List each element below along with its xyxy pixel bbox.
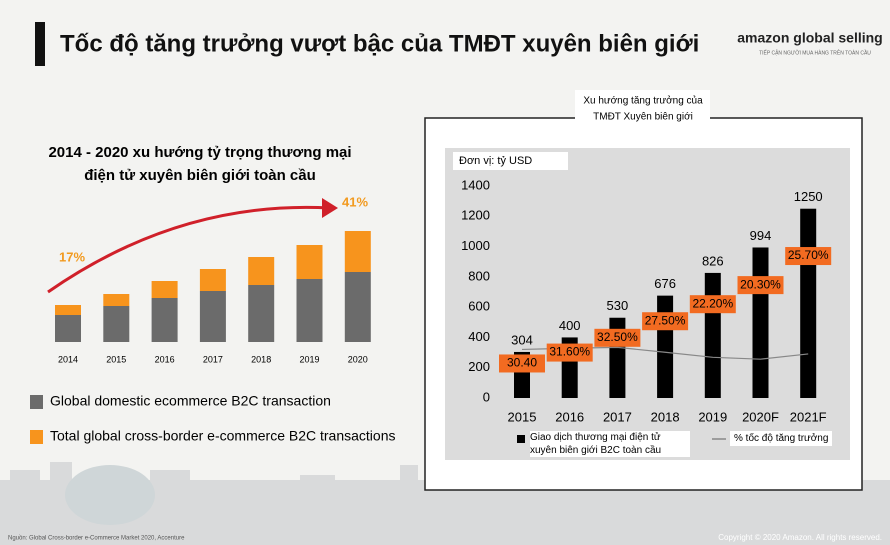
- x-tick-label: 2018: [251, 354, 271, 364]
- x-tick-label: 2021F: [790, 409, 827, 424]
- y-tick-label: 1200: [461, 208, 490, 223]
- bar-segment: [345, 231, 371, 272]
- canvas: Tốc độ tăng trưởng vượt bậc của TMĐT xuy…: [0, 0, 890, 545]
- slide: Tốc độ tăng trưởng vượt bậc của TMĐT xuy…: [0, 0, 890, 545]
- value-label: 30.40: [507, 356, 537, 370]
- source: Nguồn: Global Cross-border e-Commerce Ma…: [8, 536, 185, 542]
- legend-label: % tốc độ tăng trưởng: [730, 431, 832, 446]
- x-tick-label: 2018: [651, 409, 680, 424]
- value-label: 530: [607, 298, 629, 313]
- value-label: 994: [750, 228, 772, 243]
- trend-arrow: [48, 207, 330, 292]
- value-label: 304: [511, 332, 533, 347]
- legend-label: Total global cross-border e-commerce B2C…: [50, 428, 395, 444]
- y-tick-label: 1000: [461, 238, 490, 253]
- bar-segment: [152, 298, 178, 342]
- x-tick-label: 2015: [106, 354, 126, 364]
- x-tick-label: 2019: [698, 409, 727, 424]
- bar-segment: [152, 281, 178, 298]
- value-label: 25.70%: [788, 248, 829, 262]
- bar: [657, 296, 673, 398]
- slide-title: Tốc độ tăng trưởng vượt bậc của TMĐT xuy…: [60, 30, 699, 57]
- logo: amazon global selling: [737, 30, 882, 46]
- bar-segment: [345, 272, 371, 342]
- value-label: 1250: [794, 189, 823, 204]
- bar-segment: [103, 306, 129, 342]
- y-tick-label: 600: [468, 299, 490, 314]
- arrow-head: [322, 198, 338, 218]
- chart-title: điện tử xuyên biên giới toàn cầu: [84, 167, 316, 184]
- bar-segment: [297, 279, 323, 342]
- y-tick-label: 800: [468, 268, 490, 283]
- bar: [800, 209, 816, 398]
- y-tick-label: 200: [468, 359, 490, 374]
- bar: [753, 247, 769, 398]
- legend-swatch: [30, 395, 43, 409]
- chart-title: Xu hướng tăng trưởng của: [583, 95, 703, 107]
- legend-label: Giao dịch thương mại điện tử xuyên biên …: [530, 431, 690, 457]
- x-tick-label: 2019: [299, 354, 319, 364]
- bar-segment: [200, 291, 226, 342]
- bar-segment: [248, 257, 274, 285]
- value-label: 826: [702, 253, 724, 268]
- bar-segment: [200, 269, 226, 291]
- x-tick-label: 2017: [203, 354, 223, 364]
- bar-segment: [297, 245, 323, 279]
- value-label: 676: [654, 276, 676, 291]
- x-tick-label: 2016: [555, 409, 584, 424]
- annotation: 41%: [342, 194, 368, 209]
- x-tick-label: 2015: [508, 409, 537, 424]
- y-tick-label: 0: [483, 389, 490, 404]
- x-tick-label: 2020F: [742, 409, 779, 424]
- unit-label: Đơn vị: tỷ USD: [459, 155, 532, 167]
- y-tick-label: 400: [468, 329, 490, 344]
- legend-label: Global domestic ecommerce B2C transactio…: [50, 393, 331, 409]
- chart-title: TMĐT Xuyên biên giới: [593, 112, 693, 123]
- bar-segment: [55, 315, 81, 342]
- value-label: 22.20%: [692, 296, 733, 310]
- y-tick-label: 1400: [461, 177, 490, 192]
- x-tick-label: 2020: [348, 354, 368, 364]
- x-tick-label: 2014: [58, 354, 78, 364]
- logo-tagline: TIẾP CẬN NGƯỜI MUA HÀNG TRÊN TOÀN CẦU: [759, 48, 871, 56]
- legend-swatch: [517, 435, 525, 443]
- value-label: 400: [559, 318, 581, 333]
- bar-segment: [248, 285, 274, 342]
- value-label: 20.30%: [740, 277, 781, 291]
- value-label: 27.50%: [645, 313, 686, 327]
- legend-swatch: [30, 430, 43, 444]
- copyright: Copyright © 2020 Amazon. All rights rese…: [718, 533, 882, 542]
- annotation: 17%: [59, 249, 85, 264]
- bar: [705, 273, 721, 398]
- x-tick-label: 2017: [603, 409, 632, 424]
- chart-title: 2014 - 2020 xu hướng tỷ trọng thương mại: [48, 144, 351, 161]
- bar-segment: [103, 294, 129, 306]
- value-label: 31.60%: [549, 345, 590, 359]
- bar-segment: [55, 305, 81, 315]
- title-accent: [35, 22, 45, 66]
- value-label: 32.50%: [597, 330, 638, 344]
- x-tick-label: 2016: [155, 354, 175, 364]
